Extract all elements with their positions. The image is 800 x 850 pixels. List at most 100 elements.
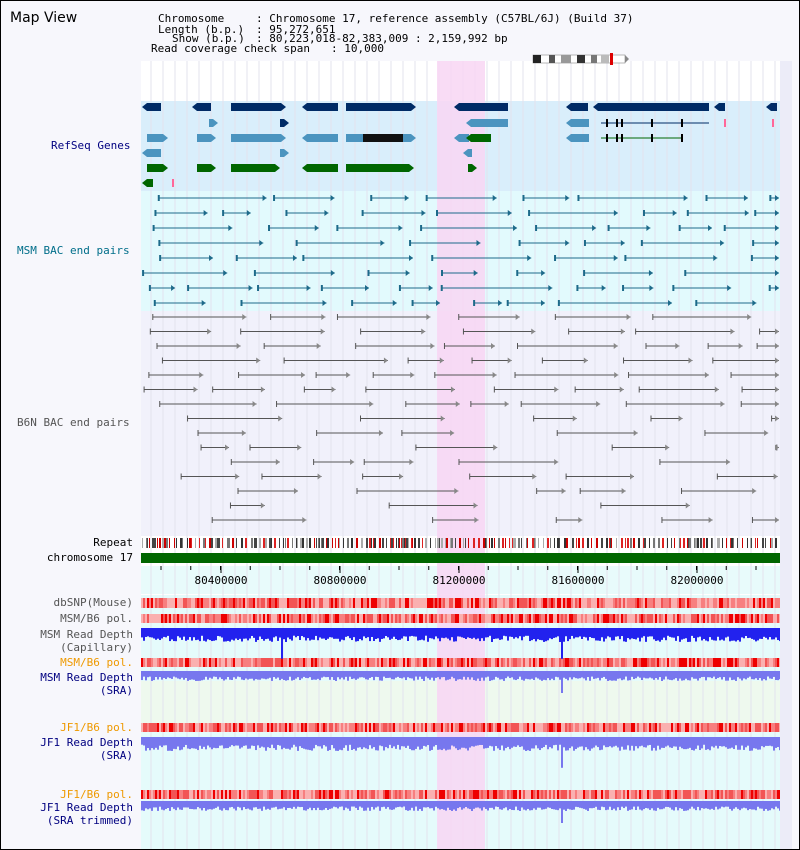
- chromosome-ideogram[interactable]: [532, 53, 629, 65]
- depth-bar: [219, 671, 221, 678]
- depth-bar: [655, 801, 657, 811]
- heat-cell: [473, 598, 475, 608]
- heat-cell: [445, 598, 447, 608]
- gene-arrow: [142, 149, 147, 157]
- depth-bar: [619, 671, 621, 679]
- heat-cell: [451, 723, 453, 732]
- heatmap-tracks[interactable]: [141, 598, 781, 799]
- repeat-mark: [418, 538, 420, 548]
- depth-bar: [707, 628, 709, 642]
- depth-bar: [585, 737, 587, 748]
- heat-cell: [493, 790, 495, 799]
- chromosome-bar[interactable]: [141, 553, 781, 563]
- heat-cell: [671, 658, 673, 667]
- depth-bar: [283, 737, 285, 748]
- repeat-mark: [232, 538, 234, 548]
- heat-cell: [639, 598, 641, 608]
- depth-bar: [267, 737, 269, 748]
- depth-bar: [465, 737, 467, 749]
- depth-bar: [179, 737, 181, 751]
- depth-bar: [587, 671, 589, 678]
- depth-bar: [767, 801, 769, 811]
- depth-bar: [155, 737, 157, 748]
- heat-cell: [157, 790, 159, 799]
- depth-bar: [423, 628, 425, 641]
- depth-bar: [759, 801, 761, 809]
- heat-cell: [727, 598, 729, 608]
- depth-bar: [273, 737, 275, 749]
- heat-cell: [463, 614, 465, 623]
- heat-cell: [685, 658, 687, 667]
- heat-cell: [299, 790, 301, 799]
- heat-cell: [349, 658, 351, 667]
- depth-bar: [591, 628, 593, 638]
- depth-bar: [563, 671, 565, 678]
- ruler-tick-label: 80400000: [195, 574, 248, 587]
- depth-bar: [391, 801, 393, 810]
- heat-cell: [725, 658, 727, 667]
- heat-cell: [701, 658, 703, 667]
- heat-cell: [609, 598, 611, 608]
- repeat-mark: [241, 538, 243, 548]
- heat-cell: [543, 658, 545, 667]
- heat-cell: [411, 723, 413, 732]
- bac-pair-end: [256, 357, 261, 364]
- depth-bar: [371, 737, 373, 749]
- depth-bar: [525, 628, 527, 636]
- depth-bar: [693, 671, 695, 679]
- depth-bar: [279, 628, 281, 638]
- depth-bar: [535, 801, 537, 810]
- depth-bar: [347, 628, 349, 637]
- heat-cell: [449, 598, 451, 608]
- depth-bar: [295, 671, 297, 679]
- heat-cell: [393, 790, 395, 799]
- depth-bar: [607, 628, 609, 637]
- depth-bar: [429, 801, 431, 809]
- depth-bar: [149, 628, 151, 638]
- depth-tracks[interactable]: [141, 628, 781, 823]
- depth-bar: [629, 737, 631, 751]
- exon-tick: [621, 119, 623, 127]
- repeat-mark: [274, 538, 276, 548]
- depth-bar: [667, 671, 669, 680]
- depth-bar: [413, 671, 415, 681]
- heat-cell: [457, 790, 459, 799]
- depth-bar: [735, 801, 737, 808]
- highlight-region[interactable]: [437, 61, 485, 849]
- depth-bar: [149, 671, 151, 677]
- heat-cell: [589, 614, 591, 623]
- heat-cell: [187, 790, 189, 799]
- heat-cell: [743, 598, 745, 608]
- bac-pair-end: [321, 314, 326, 320]
- heat-cell: [213, 658, 215, 667]
- heat-cell: [545, 658, 547, 667]
- depth-bar: [555, 671, 557, 677]
- depth-bar: [589, 628, 591, 637]
- depth-bar: [201, 737, 203, 749]
- depth-bar: [377, 671, 379, 678]
- heat-cell: [401, 790, 403, 799]
- heat-cell: [265, 658, 267, 667]
- depth-bar: [283, 801, 285, 808]
- depth-bar: [457, 671, 459, 680]
- heat-cell: [539, 658, 541, 667]
- msm-bac-pairs[interactable]: [142, 195, 779, 306]
- heat-cell: [289, 723, 291, 732]
- repeat-mark: [649, 538, 650, 548]
- heat-cell: [625, 723, 627, 732]
- heat-cell: [227, 614, 229, 623]
- depth-bar: [735, 628, 737, 642]
- heat-cell: [481, 723, 483, 732]
- depth-bar: [757, 737, 759, 750]
- heat-cell: [149, 598, 151, 608]
- refseq-gene-glyphs[interactable]: [142, 103, 777, 187]
- depth-bar: [661, 671, 663, 681]
- gene-arrow: [281, 134, 286, 142]
- b6n-bac-pairs[interactable]: [143, 314, 779, 523]
- depth-bar: [767, 737, 769, 746]
- depth-bar: [455, 801, 457, 811]
- repeat-mark: [459, 538, 461, 548]
- repeat-track[interactable]: [142, 538, 777, 548]
- heat-cell: [573, 790, 575, 799]
